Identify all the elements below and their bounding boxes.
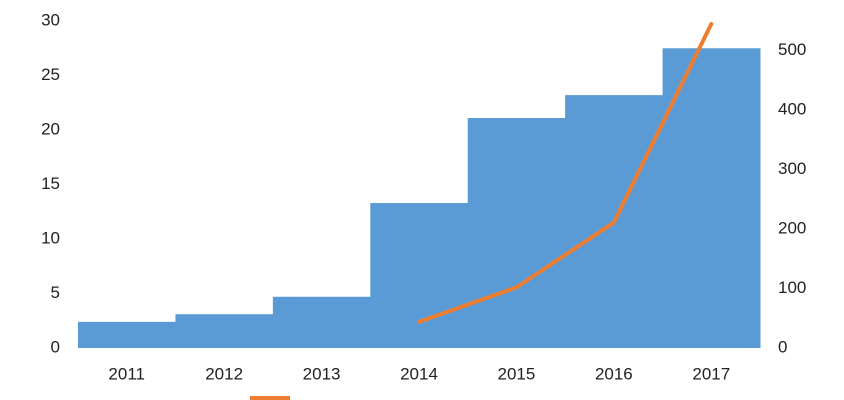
bar bbox=[78, 321, 176, 348]
bar bbox=[272, 296, 371, 348]
y2-tick-label: 100 bbox=[778, 278, 806, 297]
y2-tick-label: 300 bbox=[778, 159, 806, 178]
y2-tick-label: 200 bbox=[778, 219, 806, 238]
bar bbox=[370, 203, 469, 348]
x-tick-label: 2012 bbox=[205, 364, 243, 383]
x-tick-label: 2017 bbox=[692, 364, 730, 383]
y2-tick-label: 500 bbox=[778, 40, 806, 59]
x-tick-label: 2015 bbox=[498, 364, 536, 383]
y-tick-label: 25 bbox=[41, 65, 60, 84]
y-tick-label: 30 bbox=[41, 10, 60, 29]
x-tick-label: 2013 bbox=[303, 364, 341, 383]
x-tick-label: 2014 bbox=[400, 364, 438, 383]
y-tick-label: 10 bbox=[41, 228, 60, 247]
x-tick-label: 2011 bbox=[108, 364, 145, 383]
x-tick-label: 2016 bbox=[595, 364, 633, 383]
y-tick-label: 15 bbox=[41, 174, 60, 193]
line bbox=[417, 21, 714, 324]
bar bbox=[662, 48, 761, 348]
y-tick-label: 5 bbox=[51, 283, 60, 302]
y-tick-label: 20 bbox=[41, 119, 60, 138]
y-tick-label: 0 bbox=[51, 337, 60, 356]
y2-tick-label: 400 bbox=[778, 100, 806, 119]
y2-tick-label: 0 bbox=[778, 337, 787, 356]
bar bbox=[467, 118, 566, 348]
bar bbox=[175, 314, 274, 348]
